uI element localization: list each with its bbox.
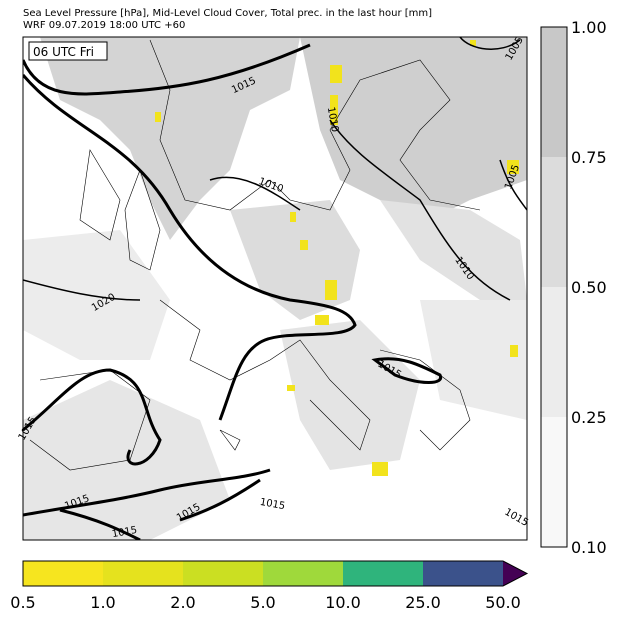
precip-colorbar-tick: 50.0: [485, 593, 521, 612]
contour-label: 1010: [325, 106, 340, 133]
precip-colorbar-band: [183, 561, 263, 586]
precip-colorbar-tick: 1.0: [90, 593, 115, 612]
header-title: Sea Level Pressure [hPa], Mid-Level Clou…: [23, 8, 432, 19]
cloud-colorbar-tick: 0.10: [571, 538, 607, 557]
isobars-secondary: [23, 37, 527, 301]
cloud-colorbar-band: [541, 157, 567, 287]
precip-colorbar-band: [263, 561, 343, 586]
cloud-colorbar-tick: 1.00: [571, 18, 607, 37]
precip-colorbar-band: [23, 561, 103, 586]
cloud-colorbar-band: [541, 417, 567, 547]
header-subtitle: WRF 09.07.2019 18:00 UTC +60: [23, 20, 185, 31]
cloud-colorbar-tick: 0.50: [571, 278, 607, 297]
precipitation: [155, 40, 519, 476]
map-content: [23, 37, 527, 540]
isobars-main: [23, 43, 443, 540]
precip-colorbar-tick: 5.0: [250, 593, 275, 612]
precip-colorbar-tick: 25.0: [405, 593, 441, 612]
cloud-colorbar-band: [541, 287, 567, 417]
precip-colorbar-extend: [503, 561, 527, 586]
time-label: 06 UTC Fri: [33, 45, 94, 59]
precip-colorbar-tick: 10.0: [325, 593, 361, 612]
contour-label: 1015: [259, 497, 286, 512]
precip-colorbar-frame: [22, 560, 529, 587]
cloud-colorbar-tick: 0.25: [571, 408, 607, 427]
precip-colorbar-tick: 2.0: [170, 593, 195, 612]
cloud-colorbar-tick: 0.75: [571, 148, 607, 167]
contour-label: 1015: [111, 525, 138, 540]
map: 06 UTC Fri: [22, 36, 528, 541]
precip-colorbar-tick: 0.5: [10, 593, 35, 612]
precip-colorbar-band: [423, 561, 503, 586]
precip-colorbar-band: [343, 561, 423, 586]
cloud-colorbar-frame: [540, 26, 568, 548]
cloud-colorbar-band: [541, 27, 567, 157]
precip-colorbar-band: [103, 561, 183, 586]
